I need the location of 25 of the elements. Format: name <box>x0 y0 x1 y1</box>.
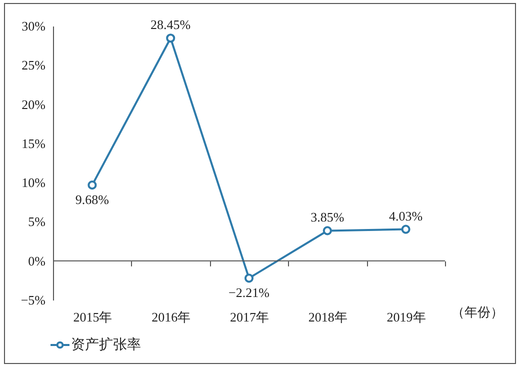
y-tick-label: 30% <box>22 18 46 34</box>
y-tick-label: 0% <box>28 253 46 268</box>
y-tick-label: 5% <box>28 214 46 230</box>
data-label: 3.85% <box>310 210 344 225</box>
x-tick-label: 2016年 <box>152 310 191 324</box>
y-tick-label: 25% <box>22 58 46 73</box>
legend-label: 资产扩张率 <box>71 337 141 353</box>
data-label: 28.45% <box>150 17 191 32</box>
x-tick-label: 2017年 <box>230 310 269 324</box>
x-axis-title: （年份） <box>452 304 504 320</box>
x-tick-label: 2019年 <box>386 310 426 324</box>
point <box>88 180 97 190</box>
y-tick-label: 10% <box>22 175 46 190</box>
data-label: 9.68% <box>75 192 110 208</box>
point <box>166 34 176 43</box>
y-tick-label: −5% <box>20 292 46 308</box>
point <box>244 274 254 283</box>
data-label: 4.03% <box>389 208 423 224</box>
x-tick-label: 2018年 <box>308 310 348 324</box>
x-tick-label: 2015年 <box>73 310 112 324</box>
point <box>322 226 332 236</box>
y-tick-label: 15% <box>22 136 46 151</box>
point <box>401 224 410 234</box>
y-tick-label: 20% <box>22 96 46 112</box>
data-label: −2.21% <box>228 285 270 300</box>
